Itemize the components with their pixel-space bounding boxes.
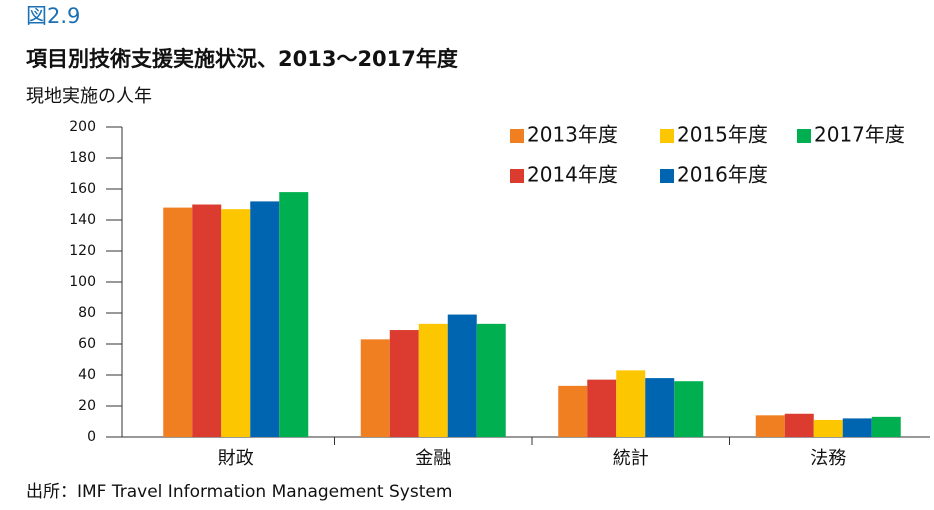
y-tick-label: 80 [78, 305, 96, 321]
legend-label: 2015年度 [677, 123, 768, 147]
x-tick-label: 法務 [810, 448, 846, 469]
legend-swatch [510, 129, 524, 143]
bar [476, 323, 506, 437]
x-tick-label: 統計 [613, 448, 649, 469]
legend-label: 2013年度 [527, 123, 618, 147]
bar [587, 379, 617, 437]
bar [558, 385, 588, 437]
bar [221, 209, 251, 437]
bar [279, 192, 309, 437]
bar [755, 415, 785, 437]
chart-title: 項目別技術支援実施状況、2013～2017年度 [26, 47, 458, 71]
source: 出所：IMF Travel Information Management Sys… [26, 482, 452, 502]
bar [784, 413, 814, 437]
bar [813, 419, 843, 437]
bar [389, 330, 419, 437]
bar [674, 381, 704, 437]
bar [192, 204, 222, 437]
x-tick-label: 金融 [415, 448, 451, 469]
y-tick-label: 20 [78, 398, 96, 414]
y-tick-label: 40 [78, 367, 96, 383]
bar [360, 339, 390, 437]
bar [163, 207, 193, 437]
y-tick-label: 160 [69, 181, 96, 197]
y-tick-label: 0 [87, 429, 96, 445]
bar [418, 323, 448, 437]
legend-swatch [510, 169, 524, 183]
legend-swatch [660, 169, 674, 183]
bar [447, 314, 477, 437]
legend-label: 2017年度 [814, 123, 905, 147]
bar [842, 418, 872, 437]
chart-subtitle: 現地実施の人年 [26, 86, 152, 107]
legend-label: 2016年度 [677, 163, 768, 187]
y-tick-label: 120 [69, 243, 96, 259]
bar [616, 370, 646, 437]
bar [871, 416, 901, 437]
y-tick-label: 200 [69, 119, 96, 135]
y-tick-label: 60 [78, 336, 96, 352]
x-tick-label: 財政 [218, 448, 254, 469]
legend-swatch [797, 129, 811, 143]
bar [645, 378, 675, 437]
figure-label: 図2.9 [26, 4, 80, 28]
bar [250, 201, 280, 437]
legend-swatch [660, 129, 674, 143]
y-tick-label: 100 [69, 274, 96, 290]
legend-label: 2014年度 [527, 163, 618, 187]
y-tick-label: 180 [69, 150, 96, 166]
y-tick-label: 140 [69, 212, 96, 228]
